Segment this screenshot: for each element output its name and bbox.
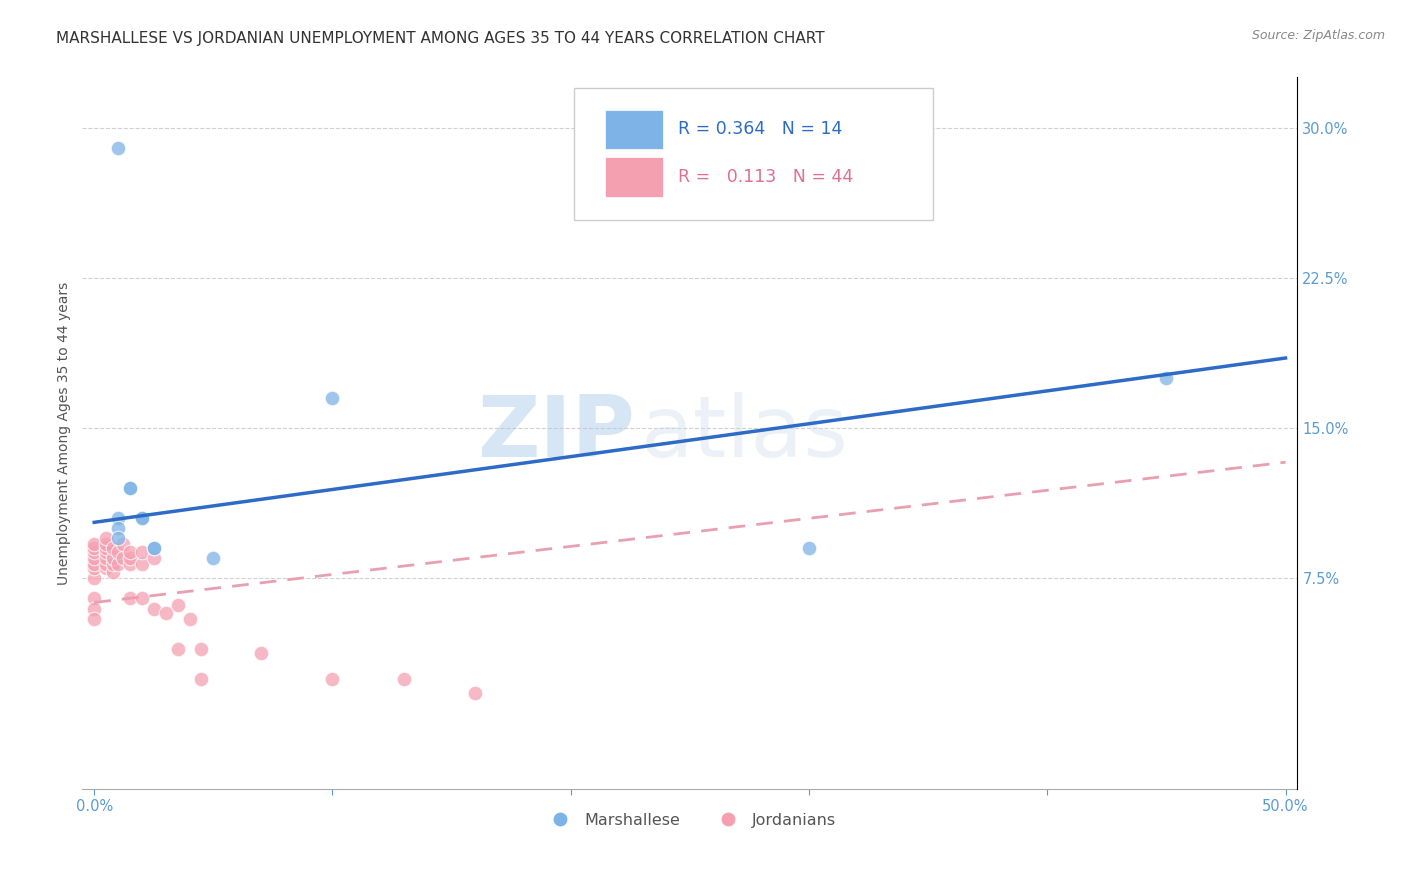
Jordanians [94, 541, 117, 556]
Marshallese [107, 521, 129, 535]
Jordanians [83, 601, 105, 615]
Marshallese [131, 511, 153, 525]
Text: Source: ZipAtlas.com: Source: ZipAtlas.com [1251, 29, 1385, 42]
Jordanians [103, 551, 125, 566]
Jordanians [392, 672, 415, 686]
Jordanians [83, 571, 105, 585]
Text: atlas: atlas [641, 392, 849, 475]
Jordanians [166, 641, 188, 656]
Jordanians [94, 545, 117, 559]
Jordanians [83, 611, 105, 625]
Jordanians [111, 551, 134, 566]
Text: R =   0.113   N = 44: R = 0.113 N = 44 [678, 168, 853, 186]
Jordanians [103, 541, 125, 556]
Jordanians [131, 545, 153, 559]
Jordanians [83, 591, 105, 606]
Jordanians [103, 558, 125, 572]
Jordanians [94, 561, 117, 575]
Jordanians [142, 601, 165, 615]
Jordanians [464, 686, 486, 700]
Marshallese [131, 511, 153, 525]
Text: ZIP: ZIP [478, 392, 636, 475]
Marshallese [107, 140, 129, 154]
Jordanians [131, 591, 153, 606]
Jordanians [83, 551, 105, 566]
Marshallese [118, 481, 141, 495]
FancyBboxPatch shape [575, 88, 934, 219]
Jordanians [83, 545, 105, 559]
Jordanians [118, 551, 141, 566]
Text: MARSHALLESE VS JORDANIAN UNEMPLOYMENT AMONG AGES 35 TO 44 YEARS CORRELATION CHAR: MARSHALLESE VS JORDANIAN UNEMPLOYMENT AM… [56, 31, 825, 46]
Jordanians [107, 545, 129, 559]
Jordanians [111, 537, 134, 551]
Jordanians [190, 672, 212, 686]
Jordanians [131, 558, 153, 572]
Jordanians [94, 537, 117, 551]
Marshallese [118, 481, 141, 495]
Jordanians [179, 611, 201, 625]
Bar [605, 158, 664, 196]
Jordanians [83, 558, 105, 572]
Marshallese [142, 541, 165, 556]
Jordanians [250, 646, 273, 660]
Bar [605, 110, 664, 149]
Marshallese [142, 541, 165, 556]
Jordanians [321, 672, 343, 686]
Jordanians [190, 641, 212, 656]
Jordanians [107, 558, 129, 572]
Jordanians [103, 566, 125, 580]
Jordanians [118, 591, 141, 606]
Jordanians [83, 537, 105, 551]
Jordanians [166, 598, 188, 612]
Marshallese [1156, 371, 1178, 385]
Jordanians [118, 558, 141, 572]
Marshallese [107, 511, 129, 525]
Jordanians [155, 606, 177, 620]
Jordanians [94, 532, 117, 546]
Marshallese [321, 391, 343, 405]
Jordanians [118, 545, 141, 559]
Jordanians [94, 551, 117, 566]
Marshallese [797, 541, 820, 556]
Marshallese [202, 551, 225, 566]
Jordanians [83, 541, 105, 556]
Jordanians [142, 551, 165, 566]
Legend: Marshallese, Jordanians: Marshallese, Jordanians [537, 806, 842, 834]
Jordanians [94, 558, 117, 572]
Text: R = 0.364   N = 14: R = 0.364 N = 14 [678, 120, 842, 138]
Jordanians [83, 561, 105, 575]
Y-axis label: Unemployment Among Ages 35 to 44 years: Unemployment Among Ages 35 to 44 years [58, 282, 72, 585]
Marshallese [107, 532, 129, 546]
